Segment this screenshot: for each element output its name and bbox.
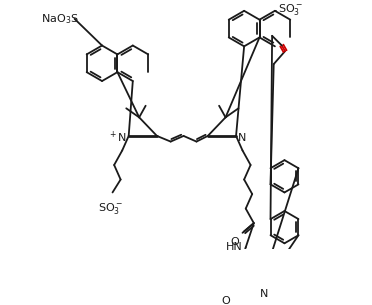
Text: O: O (222, 296, 230, 305)
Text: HN: HN (226, 242, 243, 252)
Text: O: O (231, 237, 239, 247)
Text: N: N (259, 289, 268, 299)
Text: SO$_3^-$: SO$_3^-$ (278, 2, 303, 17)
Text: $^+$N: $^+$N (108, 130, 127, 145)
Text: SO$_3^-$: SO$_3^-$ (98, 200, 124, 216)
Text: NaO$_3$S: NaO$_3$S (41, 12, 78, 26)
Text: N: N (238, 133, 246, 142)
